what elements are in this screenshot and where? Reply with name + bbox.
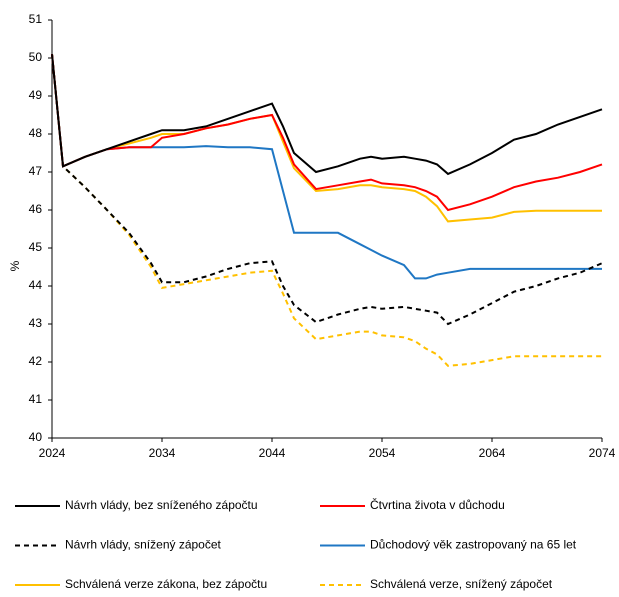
series-line [51,54,603,212]
legend-label: Čtvrtina života v důchodu [370,497,505,512]
legend-label: Návrh vlády, snížený zápočet [65,538,222,552]
y-tick-label: 49 [29,88,43,102]
y-tick-label: 46 [29,202,43,216]
x-tick-label: 2054 [369,446,396,460]
y-tick-label: 51 [29,12,43,26]
legend-label: Schválená verze, snížený zápočet [370,577,553,591]
y-tick-label: 47 [29,164,43,178]
legend-label: Důchodový věk zastropovaný na 65 let [370,538,577,552]
y-tick-label: 50 [29,50,43,64]
series-line [51,54,602,280]
y-tick-label: 43 [29,316,43,330]
y-tick-label: 44 [29,278,43,292]
y-tick-label: 42 [29,354,43,368]
series-line [51,54,603,176]
y-tick-label: 40 [29,430,43,444]
y-tick-label: 41 [29,392,43,406]
x-tick-label: 2024 [39,446,66,460]
x-tick-label: 2064 [479,446,506,460]
series-line [51,54,603,326]
x-tick-label: 2034 [149,446,176,460]
series-line [51,54,602,367]
legend-label: Schválená verze zákona, bez zápočtu [65,577,267,591]
series-line [51,54,602,223]
y-tick-label: 48 [29,126,43,140]
legend-label: Návrh vlády, bez sníženého zápočtu [65,498,258,512]
x-tick-label: 2044 [259,446,286,460]
y-axis-label: % [8,260,22,271]
x-tick-label: 2074 [589,446,616,460]
y-tick-label: 45 [29,240,43,254]
